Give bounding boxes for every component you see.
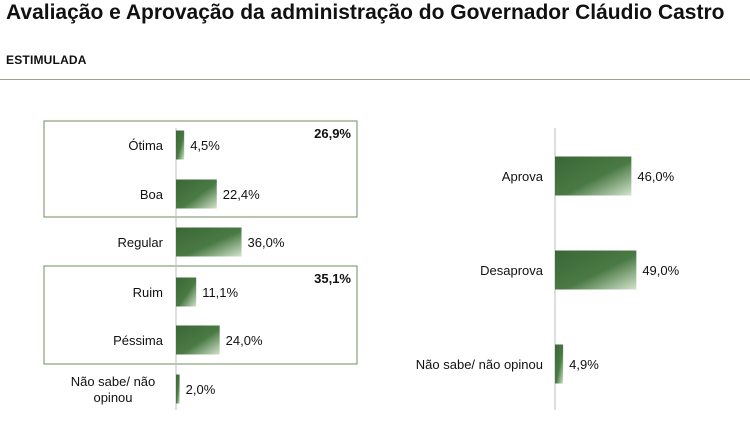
category-label-boa: Boa [140, 187, 164, 202]
value-label-right-aprova: 46,0% [637, 169, 674, 184]
chart-subtitle: ESTIMULADA [6, 53, 87, 67]
bar-nao-sabe-nao-opinou [176, 374, 180, 404]
category-label-right-desaprova: Desaprova [480, 263, 544, 278]
group-total-label-2: 35,1% [314, 271, 351, 286]
category-label-otima: Ótima [128, 138, 163, 153]
value-label-ruim: 11,1% [202, 285, 238, 300]
category-label-ruim: Ruim [133, 285, 163, 300]
bar-ruim [176, 277, 197, 307]
category-label-pessima: Péssima [113, 333, 164, 348]
bar-regular [176, 227, 242, 257]
value-label-boa: 22,4% [223, 187, 260, 202]
left-chart: 26,9% 35,1% 4,5% Ótima 22,4% Boa 36,0% Regular 1… [43, 120, 358, 410]
category-label-right-aprova: Aprova [502, 169, 544, 184]
category-label-right-nao-sabe-nao-opinou: Não sabe/ não opinou [416, 357, 543, 372]
value-label-regular: 36,0% [248, 235, 285, 250]
category-label-nao-sabe-nao-opinou: Não sabe/ não opinou [71, 374, 156, 405]
value-label-right-desaprova: 49,0% [642, 263, 679, 278]
bar-right-aprova [555, 156, 632, 196]
value-label-otima: 4,5% [190, 138, 220, 153]
group-total-label-1: 26,9% [314, 126, 351, 141]
bar-boa [176, 179, 217, 209]
value-label-right-nao-sabe-nao-opinou: 4,9% [569, 357, 599, 372]
bar-otima [176, 130, 185, 160]
bar-right-nao-sabe-nao-opinou [555, 344, 564, 384]
value-label-pessima: 24,0% [226, 333, 263, 348]
chart-title: Avaliação e Aprovação da administração d… [6, 1, 725, 24]
bar-pessima [176, 325, 220, 355]
bar-right-desaprova [555, 250, 637, 290]
category-label-regular: Regular [117, 235, 163, 250]
group-frame-1 [43, 120, 358, 218]
header-divider [0, 79, 750, 80]
right-chart: 46,0% Aprova 49,0% Desaprova 4,9% Não sabe/ n… [416, 128, 680, 410]
value-label-nao-sabe-nao-opinou: 2,0% [186, 382, 216, 397]
group-frame-2 [43, 265, 358, 365]
